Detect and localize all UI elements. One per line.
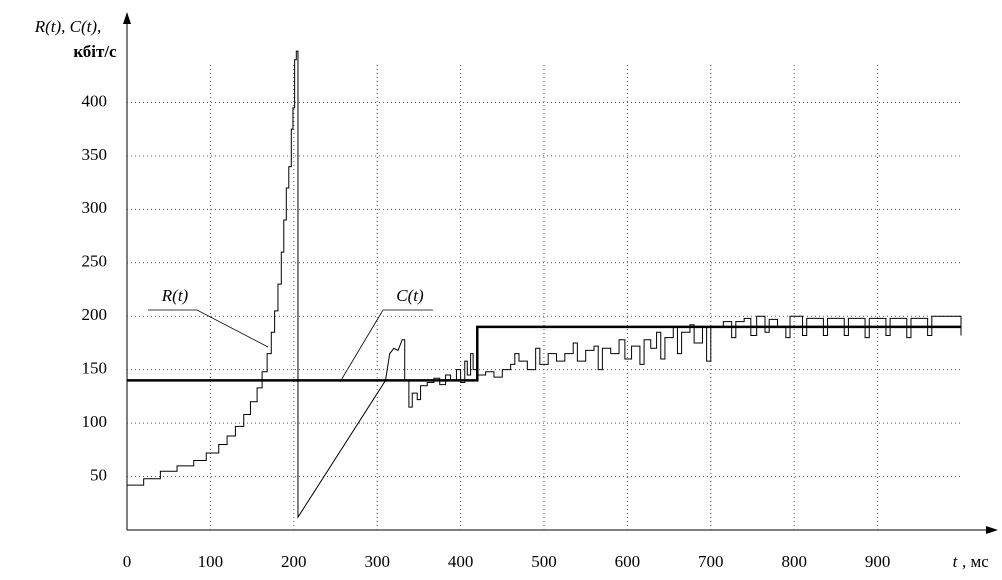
x-tick-label: 400 [448,552,474,571]
x-tick-label: 600 [615,552,641,571]
leader-line [148,309,269,348]
y-tick-label: 400 [82,91,108,110]
x-tick-label: 700 [698,552,724,571]
y-label: R(t), C(t), [34,17,102,36]
x-tick-label: 900 [865,552,891,571]
leader-line [339,309,433,383]
x-arrow [986,526,998,534]
y-arrow [123,12,131,24]
x-tick-label: 300 [364,552,390,571]
x-tick-label: 500 [531,552,557,571]
x-tick-label: 200 [281,552,307,571]
x-label: t [953,552,959,571]
y-tick-label: 150 [82,359,108,378]
data-line [127,325,961,382]
annotation: R(t) [161,286,189,305]
x-tick-label: 0 [123,552,132,571]
y-unit: кбіт/с [73,42,117,61]
y-tick-label: 300 [82,198,108,217]
y-tick-label: 200 [82,305,108,324]
y-tick-label: 50 [90,465,107,484]
y-tick-label: 100 [82,412,108,431]
data-line [127,50,962,519]
y-tick-label: 250 [82,252,108,271]
x-tick-label: 800 [781,552,807,571]
x-unit: , мс [962,552,989,571]
annotation: C(t) [396,286,424,305]
y-tick-label: 350 [82,145,108,164]
x-tick-label: 100 [198,552,224,571]
